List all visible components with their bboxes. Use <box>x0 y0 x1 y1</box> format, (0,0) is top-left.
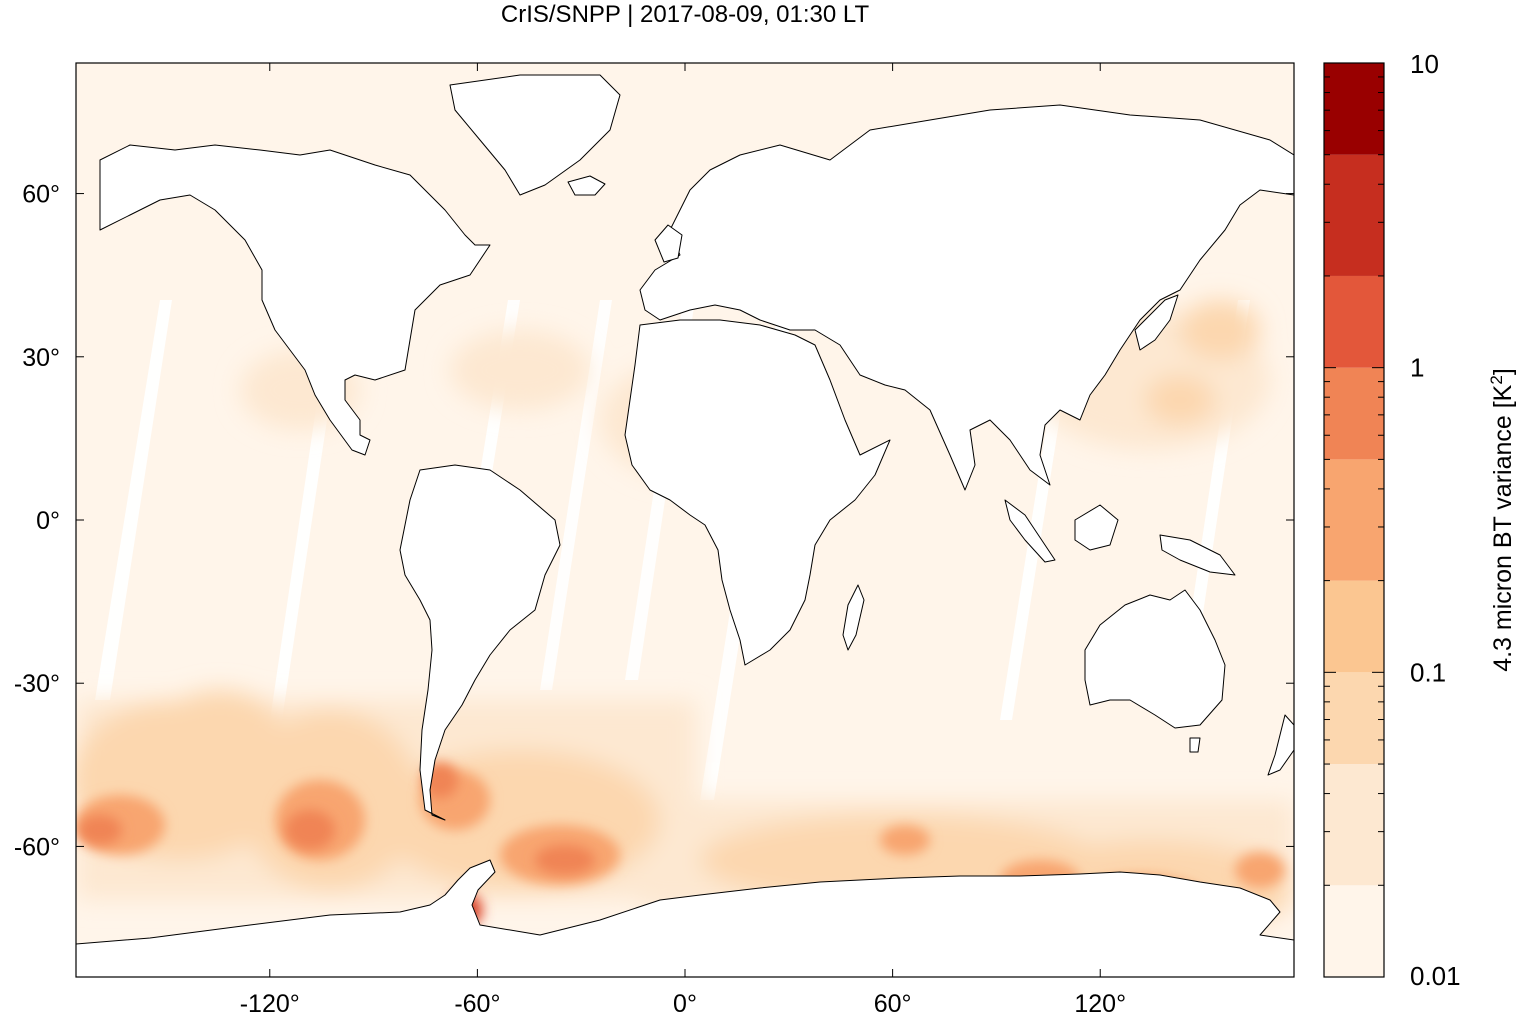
x-tick-label: -120° <box>240 990 300 1018</box>
colorbar-bin <box>1324 580 1384 673</box>
eurasia <box>639 104 1294 491</box>
tasmania <box>1189 737 1201 753</box>
colorbar-ticks: 10 1 0.1 0.01 <box>1324 49 1461 991</box>
greenland <box>449 74 621 196</box>
colorbar-frame <box>1323 62 1385 978</box>
colorbar-bin <box>1324 764 1384 886</box>
y-tick-label: -30° <box>14 670 60 698</box>
madagascar <box>842 584 865 651</box>
colorbar: 10 1 0.1 0.01 4.3 micron BT variance [K2] <box>1323 49 1517 991</box>
orbit-gap <box>95 300 172 700</box>
sumatra <box>1004 499 1056 563</box>
x-tick-label: 120° <box>1074 990 1126 1018</box>
japan <box>1134 294 1179 351</box>
variance-patch <box>1145 375 1215 425</box>
y-tick-label: -60° <box>14 833 60 861</box>
x-tick-label: -60° <box>454 990 500 1018</box>
y-tick-label: 60° <box>22 181 60 209</box>
africa <box>624 319 891 666</box>
x-tick-label: 0° <box>673 990 697 1018</box>
new-guinea <box>1159 534 1236 576</box>
colorbar-bin <box>1324 63 1384 155</box>
iceland <box>567 175 606 196</box>
colorbar-bin <box>1324 367 1384 460</box>
y-tick-label: 0° <box>36 507 60 535</box>
new-zealand <box>1267 714 1294 776</box>
borneo <box>1074 504 1119 551</box>
colorbar-title: 4.3 micron BT variance [K2] <box>1487 368 1517 672</box>
colorbar-bin <box>1324 672 1384 765</box>
land-masses <box>76 74 1294 977</box>
orbit-gap <box>540 300 612 690</box>
antarctica <box>76 859 1294 977</box>
x-axis: -120° -60° 0° 60° 120° <box>240 63 1126 1018</box>
colorbar-tick-label: 10 <box>1410 49 1439 79</box>
variance-patch <box>880 825 930 855</box>
colorbar-bin <box>1324 154 1384 276</box>
variance-patch <box>1235 852 1285 888</box>
british-isles <box>654 224 683 263</box>
chart-title: CrIS/SNPP | 2017-08-09, 01:30 LT <box>501 1 870 28</box>
variance-patch <box>450 330 590 410</box>
variance-patch <box>160 690 280 770</box>
colorbar-tick-label: 0.1 <box>1410 657 1446 687</box>
colorbar-tick-label: 0.01 <box>1410 961 1461 991</box>
variance-patch <box>285 810 335 850</box>
colorbar-bin <box>1324 459 1384 581</box>
variance-patch <box>535 845 595 875</box>
y-tick-label: 30° <box>22 344 60 372</box>
colorbar-bin <box>1324 885 1384 977</box>
australia <box>1084 589 1226 729</box>
south-america <box>399 464 561 821</box>
variance-patch <box>78 815 122 845</box>
x-tick-label: 60° <box>874 990 912 1018</box>
map-area <box>76 63 1294 977</box>
north-america <box>99 144 491 456</box>
colorbar-bins <box>1324 63 1384 977</box>
colorbar-bin <box>1324 275 1384 368</box>
colorbar-tick-label: 1 <box>1410 353 1424 383</box>
variance-patch <box>1180 300 1260 360</box>
y-axis: 60° 30° 0° -30° -60° <box>14 181 1294 861</box>
